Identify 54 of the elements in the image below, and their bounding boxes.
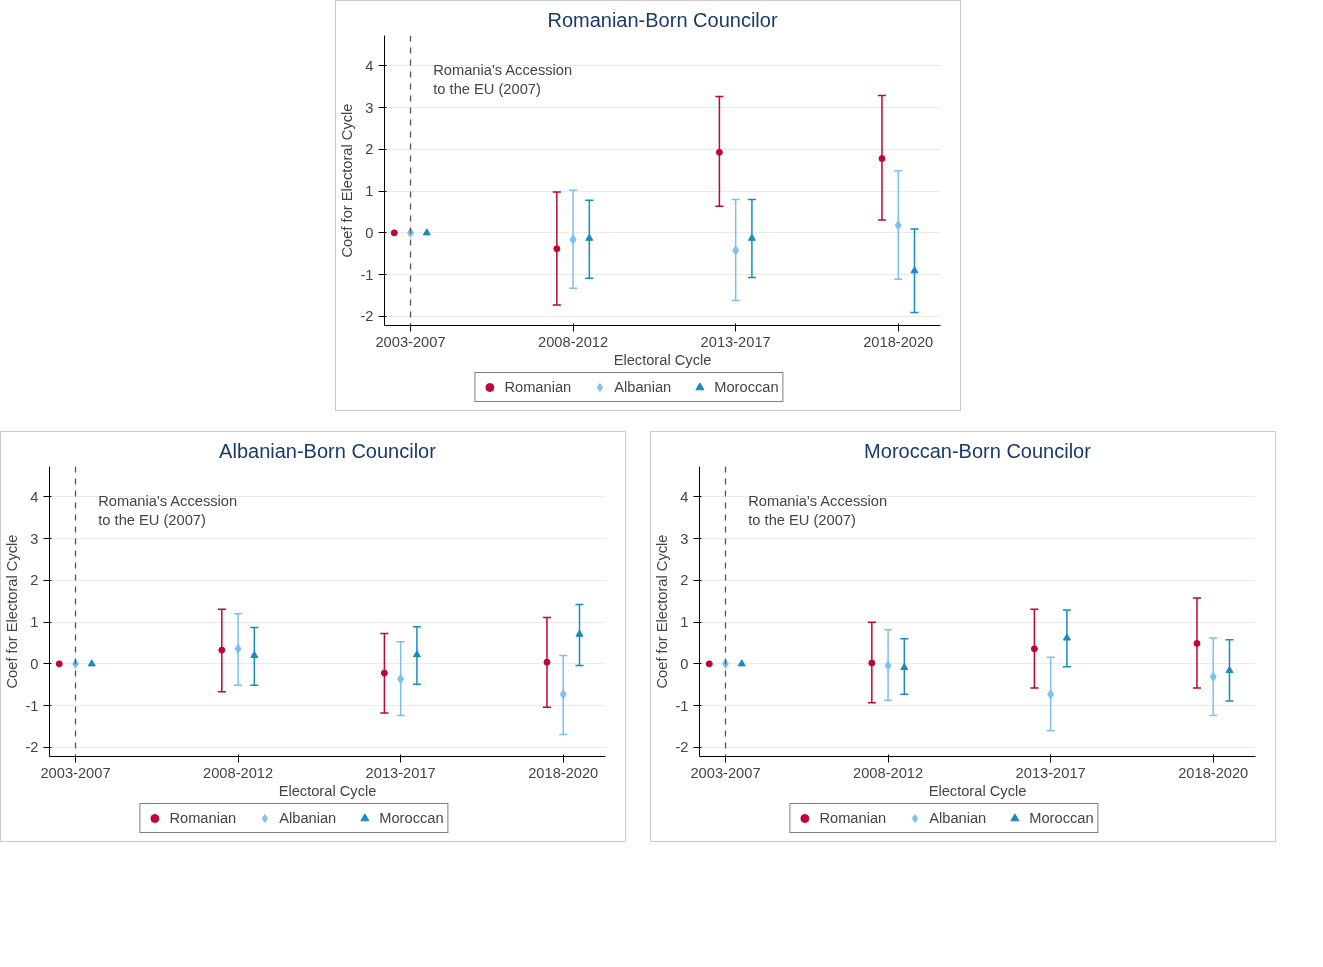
x-tick-label: 2003-2007 <box>40 764 111 781</box>
y-tick-label: 1 <box>365 183 374 200</box>
annotation: Romania's Accession to the EU (2007) <box>748 492 888 528</box>
annotation: Romania's Accession to the EU (2007) <box>433 61 573 97</box>
x-tick-label: 2008-2012 <box>203 764 274 781</box>
y-tick-label: 3 <box>365 99 374 116</box>
legend-label: Romanian <box>504 379 572 395</box>
y-tick-label: 3 <box>30 530 39 547</box>
y-tick-label: 2 <box>30 572 39 589</box>
y-axis-title: Coef for Electoral Cycle <box>654 534 671 689</box>
annotation: Romania's Accession to the EU (2007) <box>98 492 238 528</box>
legend-label: Albanian <box>929 810 987 826</box>
x-tick-label: 2018-2020 <box>1178 764 1249 781</box>
y-tick-label: 1 <box>680 614 689 631</box>
y-tick-label: 4 <box>365 57 374 74</box>
x-tick-label: 2018-2020 <box>528 764 599 781</box>
y-tick-label: 4 <box>680 488 689 505</box>
x-tick-label: 2013-2017 <box>365 764 436 781</box>
legend-label: Romanian <box>169 810 237 826</box>
x-axis-title: Electoral Cycle <box>278 782 377 799</box>
y-tick-label: -1 <box>675 697 689 714</box>
legend-label: Moroccan <box>714 379 779 395</box>
x-axis-title: Electoral Cycle <box>928 782 1027 799</box>
y-tick-label: -2 <box>25 739 39 756</box>
y-tick-label: -2 <box>675 739 689 756</box>
chart-title: Romanian-Born Councilor <box>547 8 778 31</box>
y-tick-label: 0 <box>30 655 39 672</box>
y-tick-label: -1 <box>25 697 39 714</box>
legend-label: Albanian <box>614 379 672 395</box>
y-axis-title: Coef for Electoral Cycle <box>339 103 356 258</box>
x-tick-label: 2018-2020 <box>863 333 934 350</box>
y-tick-label: -1 <box>360 266 374 283</box>
y-tick-label: 0 <box>680 655 689 672</box>
x-axis-title: Electoral Cycle <box>613 351 712 368</box>
x-tick-label: 2013-2017 <box>700 333 771 350</box>
y-tick-label: 3 <box>680 530 689 547</box>
y-tick-label: 2 <box>680 572 689 589</box>
x-tick-label: 2008-2012 <box>538 333 609 350</box>
legend-label: Moroccan <box>1029 810 1094 826</box>
y-axis-title: Coef for Electoral Cycle <box>4 534 21 689</box>
y-tick-label: 0 <box>365 224 374 241</box>
legend-label: Moroccan <box>379 810 444 826</box>
legend-label: Romanian <box>819 810 887 826</box>
y-tick-label: 2 <box>365 141 374 158</box>
y-tick-label: 1 <box>30 614 39 631</box>
x-tick-label: 2003-2007 <box>375 333 446 350</box>
chart-title: Moroccan-Born Councilor <box>864 439 1092 462</box>
chart-title: Albanian-Born Councilor <box>219 439 437 462</box>
x-tick-label: 2008-2012 <box>853 764 924 781</box>
x-tick-label: 2003-2007 <box>690 764 761 781</box>
y-tick-label: -2 <box>360 308 374 325</box>
y-tick-label: 4 <box>30 488 39 505</box>
x-tick-label: 2013-2017 <box>1015 764 1086 781</box>
legend-label: Albanian <box>279 810 337 826</box>
